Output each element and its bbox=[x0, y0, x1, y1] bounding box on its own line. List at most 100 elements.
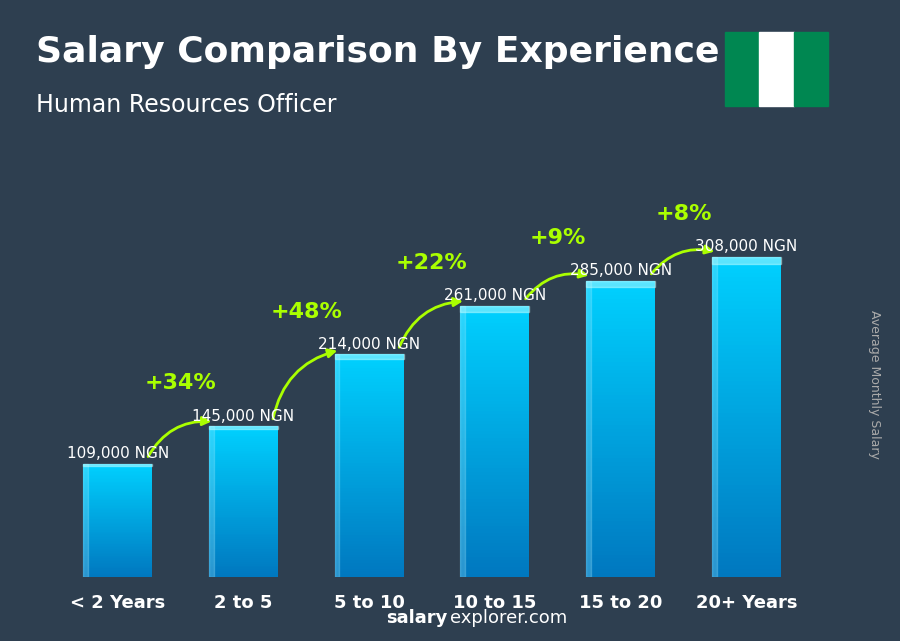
Bar bbox=[83, 572, 152, 574]
Bar bbox=[209, 524, 278, 526]
Bar bbox=[586, 399, 655, 403]
Bar bbox=[712, 293, 781, 297]
Bar bbox=[586, 466, 655, 469]
Bar bbox=[83, 565, 152, 567]
Bar bbox=[209, 547, 278, 549]
Bar bbox=[712, 421, 781, 425]
Bar bbox=[83, 574, 152, 576]
Bar bbox=[460, 363, 529, 367]
Bar bbox=[209, 543, 278, 545]
Bar bbox=[586, 314, 655, 318]
Bar bbox=[83, 479, 152, 481]
Bar bbox=[209, 531, 278, 533]
Bar bbox=[335, 544, 404, 546]
Bar bbox=[83, 510, 152, 512]
Bar bbox=[586, 388, 655, 392]
Bar bbox=[586, 454, 655, 458]
Bar bbox=[335, 560, 404, 563]
Bar bbox=[335, 446, 404, 449]
Bar bbox=[335, 558, 404, 560]
Bar bbox=[209, 522, 278, 524]
Bar bbox=[83, 520, 152, 522]
Bar bbox=[335, 427, 404, 429]
Bar bbox=[335, 479, 404, 483]
Bar bbox=[335, 494, 404, 496]
Bar bbox=[586, 562, 655, 566]
Bar bbox=[586, 403, 655, 406]
Text: 214,000 NGN: 214,000 NGN bbox=[318, 337, 420, 352]
Text: 261,000 NGN: 261,000 NGN bbox=[444, 288, 546, 303]
Bar bbox=[209, 481, 278, 483]
Bar bbox=[586, 529, 655, 533]
Bar bbox=[209, 437, 278, 439]
Bar bbox=[335, 413, 404, 415]
Bar bbox=[586, 369, 655, 373]
Bar bbox=[586, 406, 655, 410]
Text: +8%: +8% bbox=[655, 204, 712, 224]
Bar bbox=[83, 503, 152, 504]
Bar bbox=[83, 487, 152, 488]
Bar bbox=[712, 329, 781, 333]
Bar bbox=[586, 525, 655, 529]
Bar bbox=[83, 467, 152, 468]
Bar bbox=[586, 544, 655, 547]
Bar bbox=[83, 549, 152, 550]
Bar bbox=[209, 473, 278, 475]
Bar bbox=[586, 436, 655, 440]
Bar bbox=[712, 457, 781, 461]
Bar bbox=[460, 346, 529, 350]
FancyArrowPatch shape bbox=[526, 270, 586, 299]
Bar bbox=[335, 485, 404, 488]
Bar bbox=[83, 494, 152, 495]
Bar bbox=[460, 329, 529, 333]
Bar bbox=[460, 499, 529, 503]
Bar bbox=[209, 509, 278, 511]
Bar bbox=[460, 350, 529, 353]
Bar bbox=[586, 506, 655, 510]
Bar bbox=[335, 454, 404, 457]
Text: Salary Comparison By Experience: Salary Comparison By Experience bbox=[36, 35, 719, 69]
Bar bbox=[335, 396, 404, 399]
Bar bbox=[712, 565, 781, 569]
Bar bbox=[335, 432, 404, 435]
Bar bbox=[335, 429, 404, 432]
Bar bbox=[712, 525, 781, 529]
Bar bbox=[586, 536, 655, 540]
Bar bbox=[586, 573, 655, 577]
Bar bbox=[83, 535, 152, 536]
Bar bbox=[712, 569, 781, 573]
Bar bbox=[460, 421, 529, 424]
Bar bbox=[335, 399, 404, 402]
Bar bbox=[209, 426, 278, 428]
Bar bbox=[83, 463, 152, 465]
Bar bbox=[586, 410, 655, 414]
Bar bbox=[460, 333, 529, 336]
Bar bbox=[712, 449, 781, 453]
Bar bbox=[335, 438, 404, 440]
Bar bbox=[209, 479, 278, 481]
Bar bbox=[209, 526, 278, 528]
Bar bbox=[209, 515, 278, 517]
Bar bbox=[209, 430, 278, 432]
Bar bbox=[712, 513, 781, 517]
Bar bbox=[83, 523, 152, 524]
Bar bbox=[83, 576, 152, 577]
Bar bbox=[209, 554, 278, 556]
Bar bbox=[335, 449, 404, 452]
Bar bbox=[586, 281, 590, 577]
Bar bbox=[460, 479, 529, 482]
Bar bbox=[335, 469, 404, 471]
Bar bbox=[460, 451, 529, 455]
Bar bbox=[335, 421, 404, 424]
Bar bbox=[335, 371, 404, 374]
Bar bbox=[712, 489, 781, 493]
Bar bbox=[83, 489, 152, 490]
FancyArrowPatch shape bbox=[273, 350, 335, 419]
Bar bbox=[712, 265, 781, 269]
Bar bbox=[335, 552, 404, 554]
Bar bbox=[83, 502, 152, 503]
Bar bbox=[460, 533, 529, 537]
Bar bbox=[712, 373, 781, 377]
Text: Average Monthly Salary: Average Monthly Salary bbox=[868, 310, 881, 459]
Bar bbox=[83, 482, 152, 483]
